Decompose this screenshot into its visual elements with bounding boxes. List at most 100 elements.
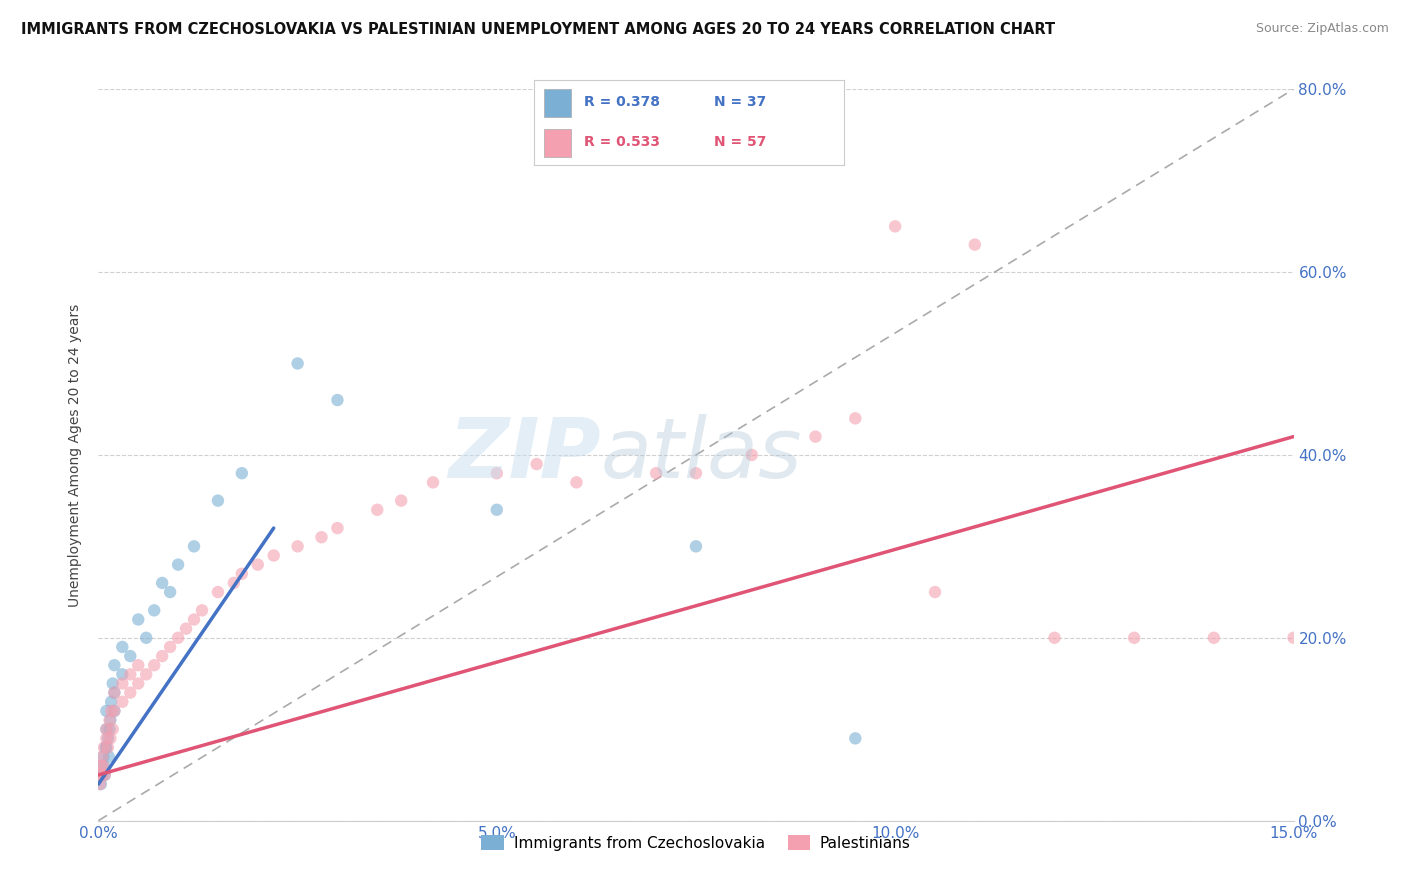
Point [101,676,124,690]
Point [103,686,125,700]
Point [97,740,120,755]
Point [389,493,412,508]
Point [366,503,388,517]
Point [1282,631,1305,645]
Point [91,749,114,764]
Point [231,466,253,480]
Point [326,392,349,407]
FancyBboxPatch shape [544,89,571,117]
Point [111,640,134,654]
Point [97,731,120,746]
Point [143,603,166,617]
Point [93,758,115,772]
Point [96,731,118,746]
Point [485,503,508,517]
FancyBboxPatch shape [544,128,571,157]
Point [90,777,112,791]
Point [90,758,112,772]
Text: IMMIGRANTS FROM CZECHOSLOVAKIA VS PALESTINIAN UNEMPLOYMENT AMONG AGES 20 TO 24 Y: IMMIGRANTS FROM CZECHOSLOVAKIA VS PALEST… [21,22,1056,37]
Point [150,649,173,664]
Point [884,219,907,234]
Point [127,613,149,627]
Point [96,723,118,737]
Point [287,539,309,553]
Point [127,676,149,690]
Point [89,777,111,791]
Point [231,566,253,581]
Point [96,740,118,755]
Point [963,237,986,252]
Point [111,667,134,681]
Point [135,667,157,681]
Point [89,768,111,782]
Point [844,411,866,425]
Point [1123,631,1146,645]
Point [1043,631,1066,645]
Text: ZIP: ZIP [447,415,600,495]
Point [207,493,229,508]
Point [91,749,114,764]
Text: N = 37: N = 37 [714,95,766,110]
Text: atlas: atlas [600,415,801,495]
Point [127,658,149,673]
Point [120,667,142,681]
Point [174,622,197,636]
Point [120,649,142,664]
Point [96,704,118,718]
Point [91,768,114,782]
Point [93,740,115,755]
Point [422,475,444,490]
Point [159,640,181,654]
Point [96,723,118,737]
Point [98,731,122,746]
Point [485,466,508,480]
Point [103,704,125,718]
Point [207,585,229,599]
Point [120,686,142,700]
Point [103,686,125,700]
Point [167,631,190,645]
Point [150,576,173,591]
Point [98,723,121,737]
Point [101,723,124,737]
Point [90,758,112,772]
Y-axis label: Unemployment Among Ages 20 to 24 years: Unemployment Among Ages 20 to 24 years [69,303,83,607]
Point [924,585,946,599]
Point [685,466,707,480]
Legend: Immigrants from Czechoslovakia, Palestinians: Immigrants from Czechoslovakia, Palestin… [475,829,917,857]
Point [90,768,112,782]
Point [94,768,117,782]
Point [183,613,205,627]
Point [263,549,285,563]
Point [135,631,157,645]
Point [526,457,548,471]
Point [167,558,190,572]
Text: R = 0.378: R = 0.378 [583,95,659,110]
Point [143,658,166,673]
Point [111,695,134,709]
Point [326,521,349,535]
Point [804,430,827,444]
Point [287,356,309,371]
Point [100,704,122,718]
Point [685,539,707,553]
Point [94,740,117,755]
Point [844,731,866,746]
Point [222,576,245,591]
Point [191,603,214,617]
Point [100,695,122,709]
Text: Source: ZipAtlas.com: Source: ZipAtlas.com [1256,22,1389,36]
Point [91,758,114,772]
Point [94,768,117,782]
Text: N = 57: N = 57 [714,136,766,149]
Point [565,475,588,490]
Point [159,585,181,599]
Point [1202,631,1225,645]
Point [183,539,205,553]
Text: R = 0.533: R = 0.533 [583,136,659,149]
Point [645,466,668,480]
Point [311,530,333,544]
Point [103,658,125,673]
Point [741,448,763,462]
Point [103,704,125,718]
